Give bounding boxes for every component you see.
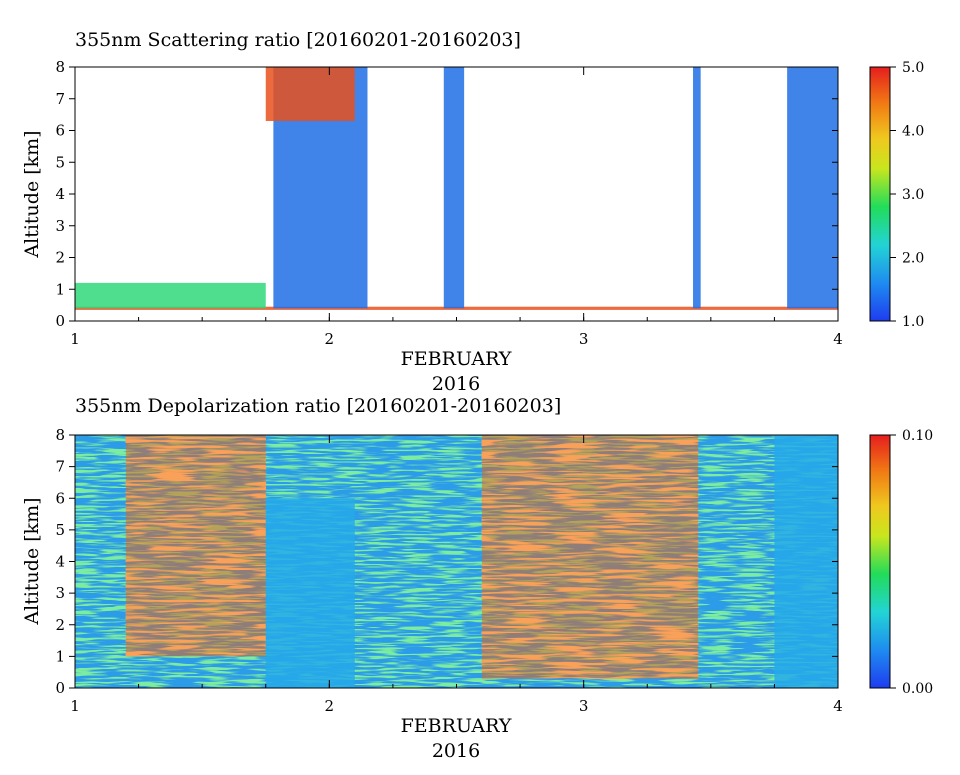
x-axis-sublabel: 2016: [432, 373, 480, 395]
x-tick-label: 2: [325, 697, 335, 715]
y-tick-label: 5: [55, 153, 65, 171]
x-axis: 1 2 3 4: [70, 435, 843, 715]
x-tick-label: 1: [70, 697, 80, 715]
colorbar-tick-label: 1.0: [902, 314, 924, 330]
x-axis-label: FEBRUARY: [401, 715, 512, 737]
plot-area: [75, 435, 838, 688]
heatmap-feature-texture: [125, 435, 266, 657]
heatmap-feature: [265, 67, 355, 121]
x-tick-label: 4: [833, 330, 843, 348]
plot-area: [75, 67, 838, 310]
x-axis: 1 2 3 4: [70, 67, 843, 348]
colorbar: [869, 66, 891, 322]
depolarization-ratio-panel: 355nm Depolarization ratio [20160201-201…: [21, 395, 933, 762]
y-tick-label: 3: [55, 217, 65, 235]
x-tick-label: 1: [70, 330, 80, 348]
y-axis-label: Altitude [km]: [21, 497, 43, 625]
heatmap-field: [75, 435, 838, 688]
heatmap-feature: [693, 67, 701, 309]
y-tick-label: 8: [55, 58, 65, 76]
colorbar-tick-label: 4.0: [902, 124, 924, 140]
y-tick-label: 7: [55, 90, 65, 108]
scattering-ratio-panel: 355nm Scattering ratio [20160201-2016020…: [21, 29, 924, 395]
x-axis-sublabel: 2016: [432, 740, 480, 762]
chart-title: 355nm Depolarization ratio [20160201-201…: [75, 395, 561, 417]
y-tick-label: 3: [55, 584, 65, 602]
y-axis: 0 1 2 3 4 5 6 7 8: [55, 58, 838, 330]
y-tick-label: 6: [55, 122, 65, 140]
colorbar-tick-label: 2.0: [902, 251, 924, 267]
colorbar-tick-label: 3.0: [902, 187, 924, 203]
x-tick-label: 3: [579, 330, 589, 348]
x-axis-label: FEBRUARY: [401, 348, 512, 370]
heatmap-feature: [265, 498, 355, 688]
y-axis: 0 1 2 3 4 5 6 7 8: [55, 426, 838, 697]
y-tick-label: 5: [55, 521, 65, 539]
x-tick-label: 3: [579, 697, 589, 715]
heatmap-field: [75, 67, 838, 310]
y-tick-label: 0: [55, 312, 65, 330]
colorbar-tick-label: 0.10: [902, 428, 933, 444]
heatmap-feature-texture: [481, 435, 699, 679]
x-tick-label: 2: [325, 330, 335, 348]
colorbar: [869, 434, 891, 689]
y-tick-label: 7: [55, 458, 65, 476]
y-tick-label: 1: [55, 647, 65, 665]
y-tick-label: 4: [55, 553, 65, 571]
colorbar-ticks: 1.0 2.0 3.0 4.0 5.0: [890, 60, 924, 330]
heatmap-feature: [774, 435, 838, 688]
y-tick-label: 2: [55, 249, 65, 267]
colorbar-ticks: 0.00 0.10: [890, 428, 933, 697]
heatmap-feature: [443, 67, 465, 309]
y-tick-label: 8: [55, 426, 65, 444]
colorbar-tick-label: 5.0: [902, 60, 924, 76]
y-axis-label: Altitude [km]: [21, 130, 43, 258]
y-tick-label: 0: [55, 679, 65, 697]
chart-title: 355nm Scattering ratio [20160201-2016020…: [75, 29, 521, 51]
y-tick-label: 2: [55, 616, 65, 634]
x-tick-label: 4: [833, 697, 843, 715]
heatmap-feature: [787, 67, 838, 309]
y-tick-label: 6: [55, 489, 65, 507]
heatmap-feature: [75, 282, 266, 309]
y-tick-label: 1: [55, 280, 65, 298]
y-tick-label: 4: [55, 185, 65, 203]
colorbar-tick-label: 0.00: [902, 681, 933, 697]
